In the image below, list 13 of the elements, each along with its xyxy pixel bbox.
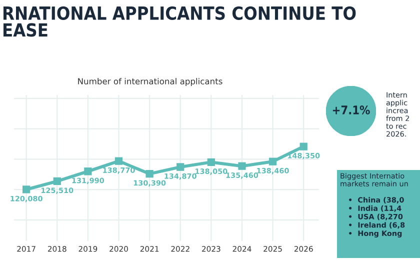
point — [146, 170, 154, 178]
point — [300, 142, 308, 150]
chart-subtitle: Number of international applicants — [78, 78, 222, 86]
point — [268, 158, 277, 166]
point — [114, 157, 123, 165]
point — [238, 162, 246, 170]
point — [176, 163, 184, 171]
point — [207, 158, 215, 166]
text: +7.1% — [332, 105, 370, 114]
point — [22, 186, 30, 194]
point — [84, 168, 92, 176]
point — [53, 177, 61, 186]
chart-title: RNATIONAL APPLICANTS CONTINUE TO EASE — [3, 6, 356, 37]
